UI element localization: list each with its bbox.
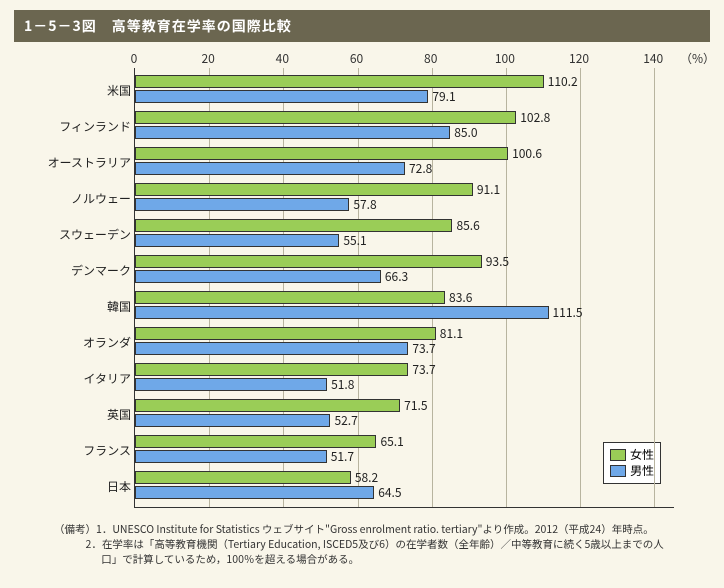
category-row: スウェーデン85.655.1 xyxy=(135,216,674,252)
bar-female xyxy=(135,255,482,268)
bar-female xyxy=(135,147,508,160)
category-label: オーストラリア xyxy=(45,144,131,180)
value-label-male: 55.1 xyxy=(343,232,366,249)
category-label: ノルウェー xyxy=(45,180,131,216)
bar-male xyxy=(135,450,327,463)
category-label: オランダ xyxy=(45,324,131,360)
bar-male xyxy=(135,198,349,211)
category-row: オランダ81.173.7 xyxy=(135,324,674,360)
category-row: 英国71.552.7 xyxy=(135,396,674,432)
value-label-male: 66.3 xyxy=(385,268,408,285)
bar-male xyxy=(135,234,339,247)
x-tick-row: 0 20 40 60 80 100 120 140 xyxy=(134,48,674,68)
category-label: イタリア xyxy=(45,360,131,396)
category-row: 日本58.264.5 xyxy=(135,468,674,504)
value-label-male: 73.7 xyxy=(412,340,435,357)
category-row: フィンランド102.885.0 xyxy=(135,108,674,144)
bar-female xyxy=(135,363,408,376)
x-tick-label: 100 xyxy=(495,50,515,67)
bar-male xyxy=(135,486,374,499)
value-label-female: 83.6 xyxy=(449,289,472,306)
value-label-male: 51.7 xyxy=(331,448,354,465)
x-tick-label: 140 xyxy=(643,50,663,67)
category-label: デンマーク xyxy=(45,252,131,288)
bar-female xyxy=(135,435,376,448)
value-label-female: 85.6 xyxy=(456,217,479,234)
x-tick-label: 20 xyxy=(202,50,215,67)
x-unit-label: （%） xyxy=(680,50,690,67)
bar-female xyxy=(135,327,436,340)
bar-female xyxy=(135,291,445,304)
value-label-male: 57.8 xyxy=(353,196,376,213)
bar-female xyxy=(135,75,544,88)
value-label-female: 81.1 xyxy=(440,325,463,342)
bar-female xyxy=(135,471,351,484)
category-row: フランス65.151.7 xyxy=(135,432,674,468)
bar-female xyxy=(135,183,473,196)
bar-male xyxy=(135,378,327,391)
bar-male xyxy=(135,306,549,319)
footnote-line: （備考）1．UNESCO Institute for Statistics ウェ… xyxy=(54,522,670,537)
value-label-male: 111.5 xyxy=(553,304,583,321)
category-row: 米国110.279.1 xyxy=(135,72,674,108)
category-label: 英国 xyxy=(45,396,131,432)
bar-female xyxy=(135,219,452,232)
x-tick-label: 80 xyxy=(424,50,437,67)
value-label-female: 93.5 xyxy=(486,253,509,270)
bar-male xyxy=(135,162,405,175)
bar-male xyxy=(135,90,428,103)
category-label: 日本 xyxy=(45,468,131,504)
value-label-female: 100.6 xyxy=(512,145,542,162)
value-label-male: 85.0 xyxy=(454,124,477,141)
value-label-male: 51.8 xyxy=(331,376,354,393)
figure-page: 1－5－3図 高等教育在学率の国際比較 0 20 40 60 80 100 120 140 （… xyxy=(0,0,724,588)
x-tick-label: 60 xyxy=(350,50,363,67)
x-tick-label: 0 xyxy=(131,50,138,67)
bar-male xyxy=(135,126,450,139)
value-label-female: 73.7 xyxy=(412,361,435,378)
category-row: ノルウェー91.157.8 xyxy=(135,180,674,216)
value-label-female: 102.8 xyxy=(520,109,550,126)
value-label-male: 64.5 xyxy=(378,484,401,501)
plot-area: 女性男性 米国110.279.1フィンランド102.885.0オーストラリア10… xyxy=(134,68,674,508)
value-label-male: 79.1 xyxy=(432,88,455,105)
category-row: 韓国83.6111.5 xyxy=(135,288,674,324)
category-label: スウェーデン xyxy=(45,216,131,252)
bar-male xyxy=(135,414,330,427)
value-label-male: 52.7 xyxy=(334,412,357,429)
footnote-line: 2．在学率は「高等教育機関（Tertiary Education, ISCED5… xyxy=(54,537,670,567)
bar-female xyxy=(135,111,516,124)
value-label-female: 110.2 xyxy=(548,73,578,90)
value-label-female: 65.1 xyxy=(380,433,403,450)
x-tick-label: 120 xyxy=(569,50,589,67)
category-row: イタリア73.751.8 xyxy=(135,360,674,396)
figure-title: 1－5－3図 高等教育在学率の国際比較 xyxy=(14,10,710,42)
footnotes: （備考）1．UNESCO Institute for Statistics ウェ… xyxy=(54,522,670,568)
category-label: フィンランド xyxy=(45,108,131,144)
x-tick-label: 40 xyxy=(276,50,289,67)
category-row: デンマーク93.566.3 xyxy=(135,252,674,288)
chart: 020406080100120140 （%） 女性男性 米国110.279.1フ… xyxy=(44,48,690,516)
bar-male xyxy=(135,270,381,283)
category-label: フランス xyxy=(45,432,131,468)
value-label-female: 58.2 xyxy=(355,469,378,486)
bar-male xyxy=(135,342,408,355)
value-label-female: 71.5 xyxy=(404,397,427,414)
bar-female xyxy=(135,399,400,412)
value-label-female: 91.1 xyxy=(477,181,500,198)
category-label: 韓国 xyxy=(45,288,131,324)
value-label-male: 72.8 xyxy=(409,160,432,177)
category-row: オーストラリア100.672.8 xyxy=(135,144,674,180)
category-label: 米国 xyxy=(45,72,131,108)
